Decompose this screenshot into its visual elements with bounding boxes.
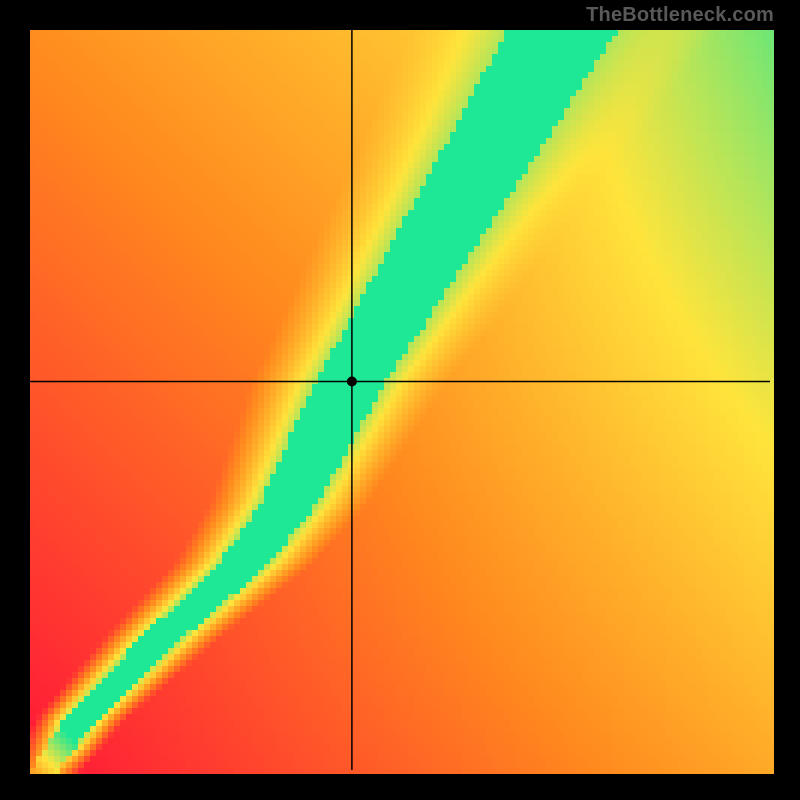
chart-stage: TheBottleneck.com	[0, 0, 800, 800]
watermark-text: TheBottleneck.com	[586, 4, 774, 27]
heatmap-canvas	[0, 0, 800, 800]
